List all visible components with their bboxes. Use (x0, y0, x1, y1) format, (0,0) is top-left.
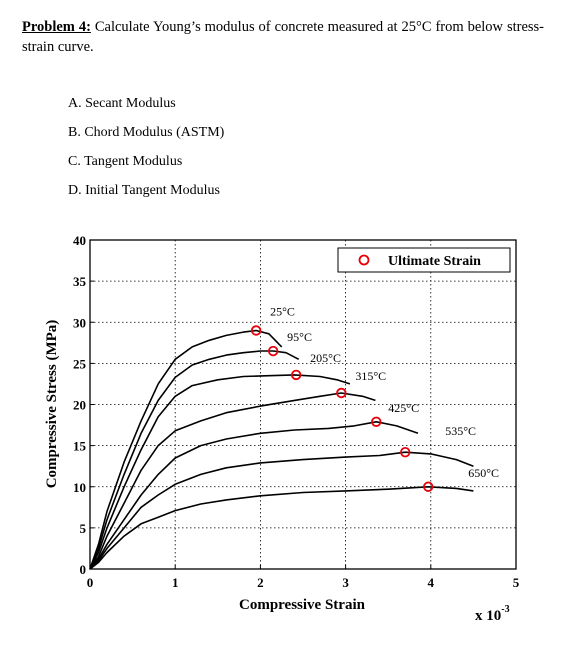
y-tick-label: 40 (73, 233, 86, 248)
option-d: D. Initial Tangent Modulus (68, 183, 220, 198)
option-b: B. Chord Modulus (ASTM) (68, 125, 225, 140)
legend-label: Ultimate Strain (388, 254, 481, 269)
problem-text: Calculate Young’s modulus of concrete me… (22, 19, 545, 55)
ultimate-strain-marker (250, 325, 262, 336)
grid-lines (90, 240, 516, 569)
y-tick-label: 30 (73, 315, 86, 330)
curve-labels: 25°C 95°C 205°C 315°C 425°C 535°C 650°C (270, 304, 499, 479)
ultimate-strain-marker (400, 447, 411, 458)
ultimate-strain-marker (336, 387, 347, 399)
x-tick-label: 2 (257, 575, 264, 590)
series-line (89, 421, 419, 570)
y-tick-label: 15 (73, 439, 87, 454)
series-label: 535°C (445, 424, 476, 438)
ultimate-markers (250, 325, 434, 492)
series-label: 25°C (270, 304, 295, 318)
y-tick-label: 35 (73, 274, 87, 289)
y-tick-label: 0 (80, 562, 87, 577)
series-label: 205°C (310, 351, 341, 365)
x-tick-label: 3 (342, 575, 349, 590)
x-axis-label: Compressive Strain (239, 597, 366, 613)
series-label: 425°C (388, 401, 419, 415)
x-tick-label: 1 (172, 575, 179, 590)
ultimate-strain-marker (423, 481, 434, 492)
legend: Ultimate Strain (337, 247, 511, 273)
legend-box (337, 247, 511, 273)
y-tick-label: 25 (73, 356, 87, 371)
axis-ticks: 0 1 2 3 4 5 0 5 10 15 20 25 30 35 40 (73, 233, 520, 590)
series-label: 95°C (287, 330, 312, 344)
series-label: 315°C (355, 369, 386, 383)
x-scale-multiplier: x 10-3 (475, 604, 510, 624)
x-tick-label: 0 (87, 575, 94, 590)
option-c: C. Tangent Modulus (68, 154, 183, 169)
x-tick-label: 5 (513, 575, 520, 590)
answer-options: A. Secant Modulus B. Chord Modulus (ASTM… (68, 94, 224, 210)
ultimate-strain-marker (267, 345, 279, 357)
x-tick-label: 4 (428, 575, 435, 590)
curves (89, 329, 474, 570)
series-line (89, 392, 376, 570)
ultimate-strain-marker (290, 369, 302, 381)
legend-marker-icon (358, 254, 370, 266)
y-axis-label: Compressive Stress (MPa) (44, 320, 60, 489)
y-tick-label: 20 (73, 398, 86, 413)
series-label: 650°C (468, 466, 499, 480)
series-line (89, 451, 474, 570)
x-scale-base: x 10 (475, 608, 501, 624)
series-line (89, 329, 283, 570)
y-tick-label: 5 (80, 521, 87, 536)
y-tick-label: 10 (73, 480, 86, 495)
series-line (89, 374, 351, 570)
x-scale-exponent: -3 (501, 604, 509, 615)
problem-number: Problem 4: (22, 19, 91, 35)
ultimate-strain-marker (371, 416, 382, 427)
series-line (89, 350, 300, 570)
problem-statement: Problem 4: Calculate Young’s modulus of … (22, 17, 544, 57)
option-a: A. Secant Modulus (68, 96, 176, 111)
series-line (89, 486, 474, 570)
